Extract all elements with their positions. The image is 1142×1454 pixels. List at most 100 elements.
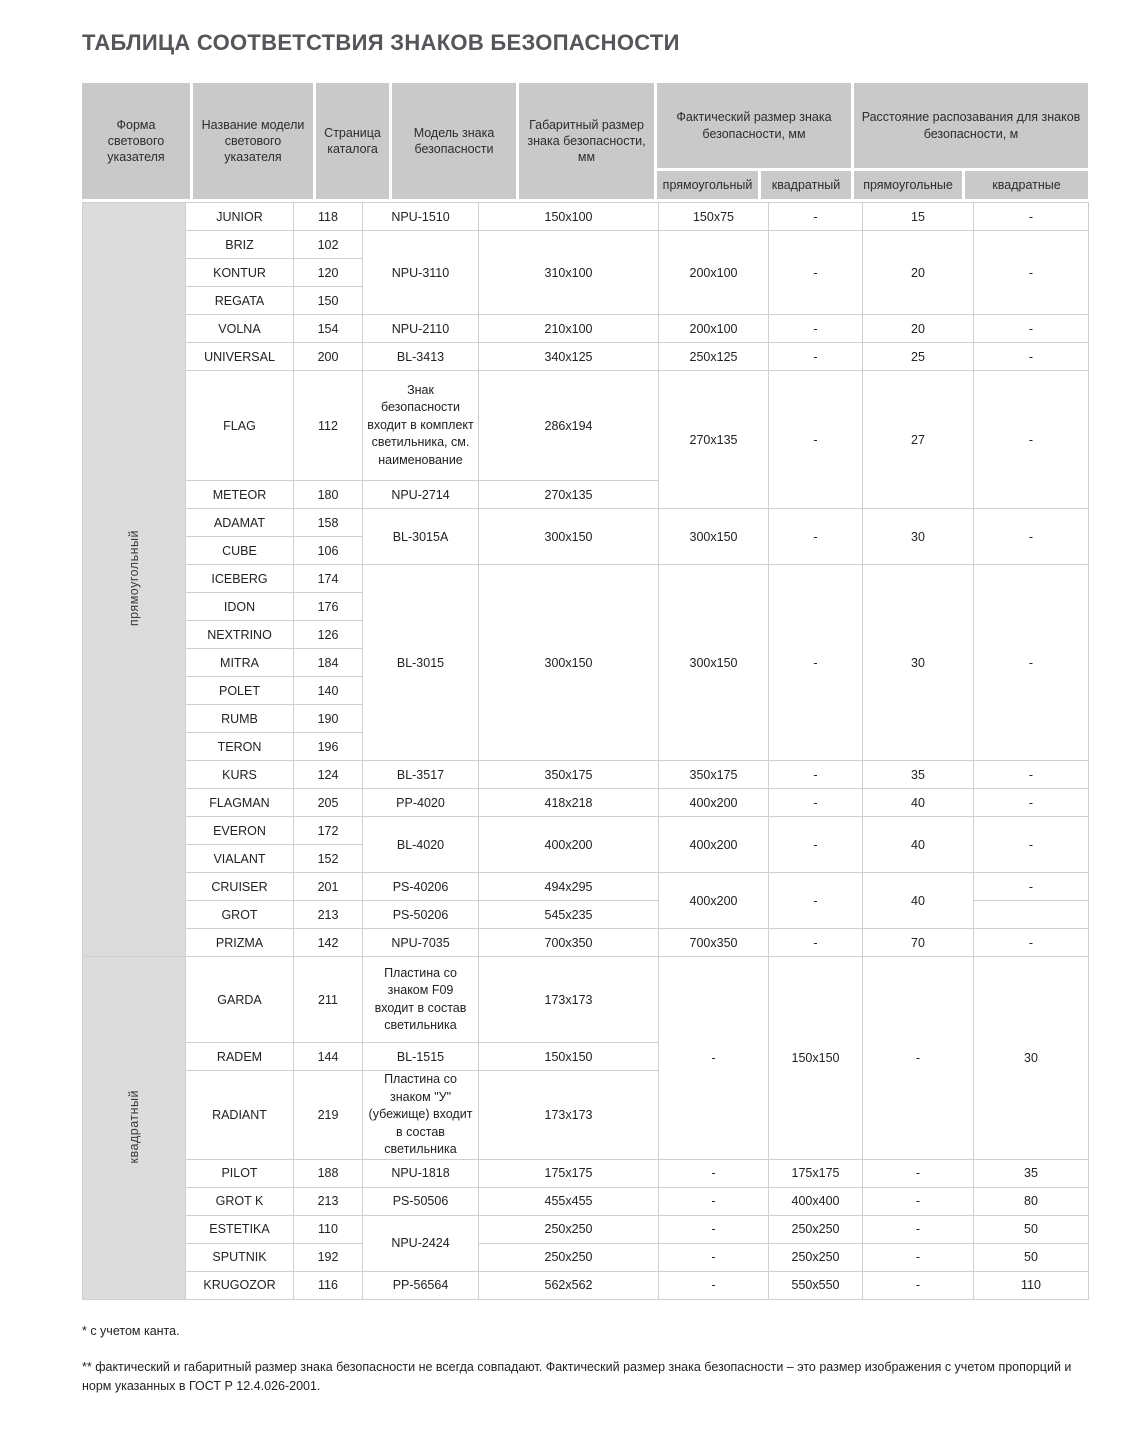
table-cell: 310x100 bbox=[478, 230, 659, 315]
table-cell: 250x125 bbox=[658, 342, 769, 371]
table-row: UNIVERSAL 200 BL-3413 340x125 250x125-25- bbox=[83, 342, 1089, 371]
table-cell: 142 bbox=[293, 928, 363, 957]
table-row: GROT K 213 PS-50506 455x455-400x400-80 bbox=[83, 1186, 1089, 1216]
table-cell: - bbox=[973, 202, 1089, 231]
table-row: KONTUR 120 bbox=[83, 258, 1089, 287]
table-cell: 192 bbox=[293, 1242, 363, 1272]
table-cell: 35 bbox=[862, 760, 974, 789]
table-row: PILOT 188 NPU-1818 175x175-175x175-35 bbox=[83, 1158, 1089, 1188]
table-cell: 40 bbox=[862, 788, 974, 817]
table-cell: 180 bbox=[293, 480, 363, 509]
table-cell: 118 bbox=[293, 202, 363, 231]
table-cell: TERON bbox=[185, 732, 294, 761]
table-row: FLAGMAN 205 PP-4020 418x218 400x200-40- bbox=[83, 788, 1089, 817]
table-row: REGATA 150 bbox=[83, 286, 1089, 315]
table-cell: - bbox=[862, 1270, 974, 1300]
table-cell: ADAMAT bbox=[185, 508, 294, 537]
table-cell: 400x200 bbox=[658, 872, 769, 929]
table-cell: REGATA bbox=[185, 286, 294, 315]
table-row: EVERON 172 BL-4020 400x200 400x200-40- bbox=[83, 816, 1089, 873]
table-cell: 250x250 bbox=[768, 1214, 863, 1244]
table-cell: BL-3015A bbox=[362, 508, 479, 565]
table-cell: 213 bbox=[293, 1186, 363, 1216]
table-cell: NPU-2714 bbox=[362, 480, 479, 509]
table-cell: - bbox=[973, 928, 1089, 957]
table-cell: FLAG bbox=[185, 370, 294, 481]
table-cell: VIALANT bbox=[185, 844, 294, 873]
table-cell: BL-1515 bbox=[362, 1042, 479, 1071]
table-cell: - bbox=[973, 788, 1089, 817]
table-cell: 300x150 bbox=[478, 564, 659, 761]
table-cell: 150x150 bbox=[478, 1042, 659, 1071]
table-cell: - bbox=[862, 1186, 974, 1216]
table-cell: NPU-3110 bbox=[362, 230, 479, 315]
table-cell: 700x350 bbox=[658, 928, 769, 957]
table-cell: FLAGMAN bbox=[185, 788, 294, 817]
table-cell: 144 bbox=[293, 1042, 363, 1071]
table-cell: JUNIOR bbox=[185, 202, 294, 231]
table-cell: 150 bbox=[293, 286, 363, 315]
table-cell: 124 bbox=[293, 760, 363, 789]
table-cell: - bbox=[768, 928, 863, 957]
table-cell: - bbox=[658, 1214, 769, 1244]
table-cell: - bbox=[768, 508, 863, 565]
table-cell: - bbox=[768, 230, 863, 315]
table-row: POLET 140 bbox=[83, 676, 1089, 705]
table-cell: 550x550 bbox=[768, 1270, 863, 1300]
table-cell: - bbox=[973, 314, 1089, 343]
table-cell: 110 bbox=[293, 1214, 363, 1244]
table-cell: - bbox=[973, 760, 1089, 789]
table-row: KURS 124 BL-3517 350x175 350x175-35- bbox=[83, 760, 1089, 789]
table-cell: Знак безопасности входит в комплект свет… bbox=[362, 370, 479, 481]
table-row: SPUTNIK 192 250x250-250x250-50 bbox=[83, 1242, 1089, 1272]
table-cell: 350x175 bbox=[478, 760, 659, 789]
table-cell: 150x75 bbox=[658, 202, 769, 231]
vertical-label: квадратный bbox=[127, 1089, 141, 1163]
table-cell: 418x218 bbox=[478, 788, 659, 817]
table-cell: 30 bbox=[973, 956, 1089, 1160]
page-title: ТАБЛИЦА СООТВЕТСТВИЯ ЗНАКОВ БЕЗОПАСНОСТИ bbox=[82, 30, 680, 55]
table-cell: 455x455 bbox=[478, 1186, 659, 1216]
table-cell: 200x100 bbox=[658, 314, 769, 343]
table-cell: - bbox=[862, 1214, 974, 1244]
table-cell: 102 bbox=[293, 230, 363, 259]
table-cell: METEOR bbox=[185, 480, 294, 509]
table-cell: - bbox=[658, 956, 769, 1160]
table-cell: 30 bbox=[862, 508, 974, 565]
table-cell: - bbox=[768, 760, 863, 789]
table-cell: 27 bbox=[862, 370, 974, 509]
col-header-model-name: Название модели светового указателя bbox=[193, 83, 313, 199]
table-cell: - bbox=[973, 342, 1089, 371]
table-cell: 200 bbox=[293, 342, 363, 371]
table-row: GROT 213 PS-50206 545x235 bbox=[83, 900, 1089, 929]
table-cell: - bbox=[973, 872, 1089, 901]
table-cell: 173x173 bbox=[478, 956, 659, 1043]
col-header-sign-model: Модель знака безопасности bbox=[392, 83, 516, 199]
table-cell: 110 bbox=[973, 1270, 1089, 1300]
table-cell: 112 bbox=[293, 370, 363, 481]
table-cell: 562x562 bbox=[478, 1270, 659, 1300]
table-cell: ESTETIKA bbox=[185, 1214, 294, 1244]
table-cell: BL-3015 bbox=[362, 564, 479, 761]
table-cell: 188 bbox=[293, 1158, 363, 1188]
table-cell: 40 bbox=[862, 872, 974, 929]
table-cell: 250x250 bbox=[478, 1214, 659, 1244]
table-cell: 400x200 bbox=[658, 788, 769, 817]
table-cell: 190 bbox=[293, 704, 363, 733]
table-row: BRIZ 102 NPU-3110 310x100 200x100-20- bbox=[83, 230, 1089, 315]
table-cell: BL-4020 bbox=[362, 816, 479, 873]
col-header-catalog-page: Страница каталога bbox=[316, 83, 389, 199]
table-cell: 210x100 bbox=[478, 314, 659, 343]
table-cell: 213 bbox=[293, 900, 363, 929]
table-cell: RUMB bbox=[185, 704, 294, 733]
table-row: ESTETIKA 110 NPU-2424 250x250-250x250-50 bbox=[83, 1214, 1089, 1272]
table-cell: EVERON bbox=[185, 816, 294, 845]
table-cell: 140 bbox=[293, 676, 363, 705]
table-row: RADIANT 219 Пластина со знаком "У" (убежищ… bbox=[83, 1070, 1089, 1160]
table-cell: Пластина со знаком F09 входит в состав с… bbox=[362, 956, 479, 1043]
table-cell: - bbox=[862, 956, 974, 1160]
table-cell: GROT bbox=[185, 900, 294, 929]
vertical-label: прямоугольный bbox=[127, 529, 141, 627]
table-row: квадратный GARDA 211 Пластина со знаком F09… bbox=[82, 956, 1089, 1300]
